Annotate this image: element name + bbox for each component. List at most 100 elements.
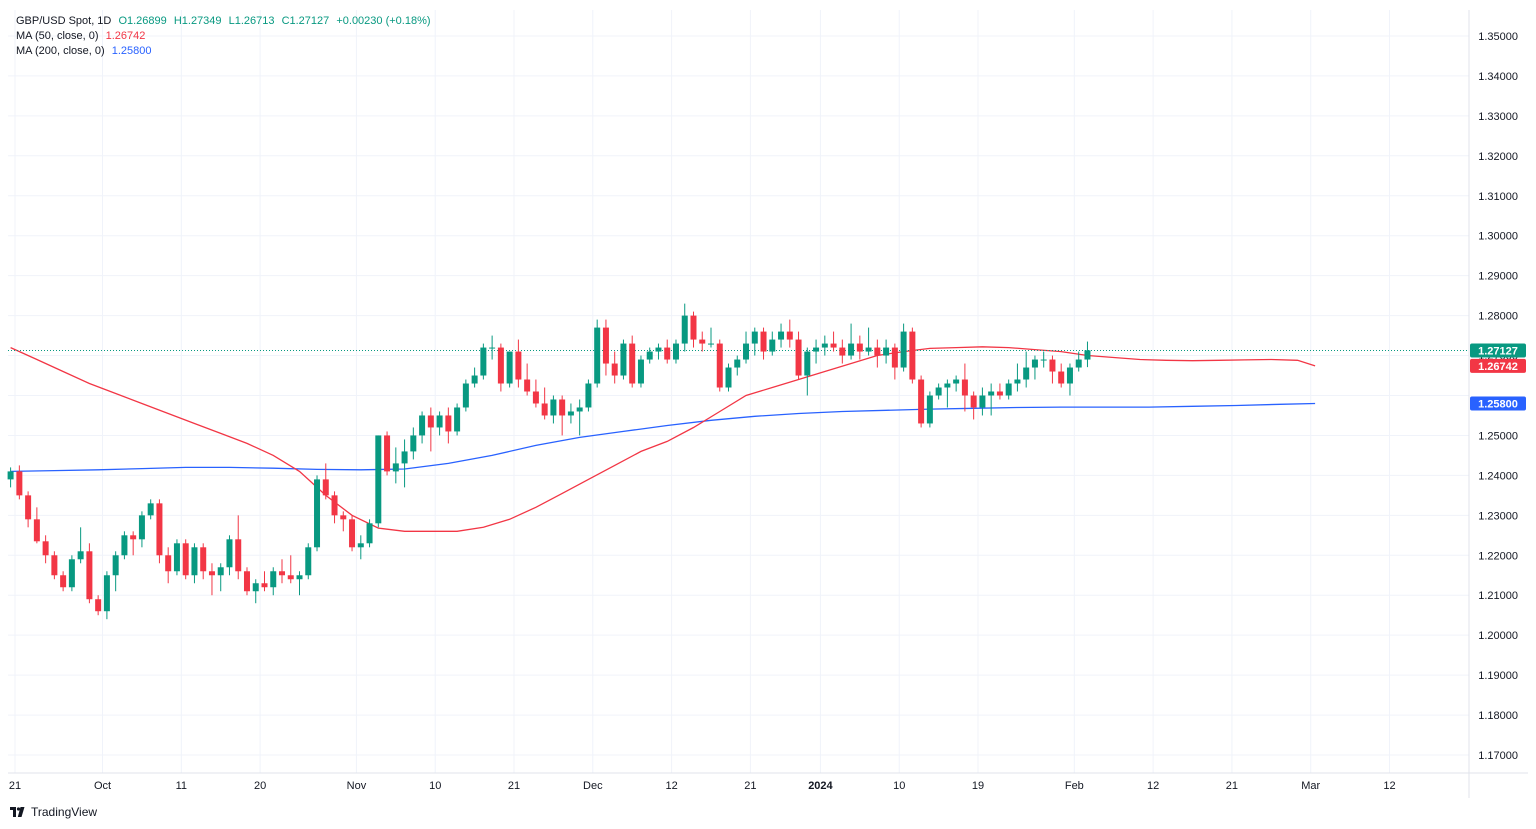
candle bbox=[454, 403, 461, 436]
candle-body bbox=[620, 343, 627, 376]
y-tick-label: 1.24000 bbox=[1478, 470, 1518, 482]
tradingview-brand[interactable]: TradingView bbox=[10, 805, 97, 819]
candle bbox=[305, 543, 312, 580]
x-tick-label: 21 bbox=[508, 780, 520, 792]
candle bbox=[996, 383, 1003, 400]
candle bbox=[602, 319, 609, 376]
candle-body bbox=[287, 575, 294, 580]
candle bbox=[751, 327, 758, 356]
candle bbox=[699, 331, 706, 352]
candles bbox=[7, 303, 1091, 620]
time-axis[interactable]: 21 Oct 11 20 Nov 10 21 Dec 12 21 2024 10 19 Feb 12 21 Ma… bbox=[9, 780, 1396, 792]
candle-body bbox=[480, 347, 487, 376]
x-tick-label: Dec bbox=[583, 780, 603, 792]
candle-body bbox=[68, 559, 75, 588]
candle-body bbox=[489, 347, 496, 349]
candle bbox=[795, 331, 802, 380]
candle bbox=[60, 571, 67, 592]
candle bbox=[112, 551, 119, 592]
candle bbox=[725, 363, 732, 392]
candle bbox=[1023, 351, 1030, 388]
candle bbox=[620, 339, 627, 380]
candle bbox=[322, 463, 329, 500]
candle-body bbox=[445, 415, 452, 432]
candle-body bbox=[471, 375, 478, 384]
candle bbox=[1049, 355, 1056, 384]
badge-last: 1.27127 bbox=[1470, 343, 1526, 358]
candle-body bbox=[1031, 359, 1038, 368]
candle bbox=[489, 335, 496, 360]
candle bbox=[410, 427, 417, 460]
candle bbox=[182, 539, 189, 580]
badge-ma50-bg bbox=[1470, 358, 1526, 373]
y-tick-label: 1.30000 bbox=[1478, 231, 1518, 243]
candle-body bbox=[865, 347, 872, 352]
candle-body bbox=[366, 523, 373, 544]
candle bbox=[813, 339, 820, 364]
candle bbox=[200, 543, 207, 580]
x-tick-label: Nov bbox=[347, 780, 367, 792]
candle-body bbox=[725, 367, 732, 388]
candle-body bbox=[856, 343, 863, 352]
candle bbox=[926, 391, 933, 428]
candle bbox=[392, 447, 399, 484]
candle-body bbox=[1023, 367, 1030, 380]
candle bbox=[856, 335, 863, 360]
candle bbox=[462, 379, 469, 412]
candle bbox=[427, 407, 434, 452]
candle bbox=[25, 491, 32, 528]
candle bbox=[681, 303, 688, 352]
candle bbox=[646, 347, 653, 364]
y-tick-label: 1.31000 bbox=[1478, 191, 1518, 203]
candle-body bbox=[637, 359, 644, 384]
x-tick-label: Mar bbox=[1301, 780, 1320, 792]
candle-body bbox=[585, 383, 592, 408]
candle bbox=[51, 551, 58, 580]
candle-body bbox=[1058, 371, 1065, 384]
y-tick-label: 1.34000 bbox=[1478, 71, 1518, 83]
candle-body bbox=[944, 383, 951, 388]
candle-body bbox=[594, 327, 601, 384]
x-tick-label: 2024 bbox=[808, 780, 833, 792]
candle bbox=[786, 319, 793, 348]
candle-body bbox=[375, 435, 382, 524]
candle bbox=[541, 387, 548, 420]
candle bbox=[357, 535, 364, 560]
candle-body bbox=[112, 555, 119, 576]
candle-body bbox=[821, 343, 828, 348]
candle bbox=[769, 331, 776, 356]
candle-body bbox=[786, 331, 793, 340]
legend-ma50-row[interactable]: MA (50, close, 0) 1.26742 bbox=[16, 29, 435, 44]
candle bbox=[497, 343, 504, 392]
candle-body bbox=[86, 551, 93, 600]
legend-high: H1.27349 bbox=[173, 15, 222, 27]
candle bbox=[1040, 351, 1047, 368]
candle-body bbox=[813, 347, 820, 352]
legend-symbol-row[interactable]: GBP/USD Spot, 1D O1.26899 H1.27349 L1.26… bbox=[16, 14, 435, 29]
legend-ma200-label: MA (200, close, 0) bbox=[16, 45, 105, 57]
candle-body bbox=[436, 415, 443, 428]
candle-body bbox=[16, 471, 23, 496]
candle bbox=[944, 379, 951, 408]
candle bbox=[419, 411, 426, 444]
candle bbox=[296, 571, 303, 596]
candle bbox=[594, 319, 601, 388]
candle bbox=[524, 363, 531, 396]
candle bbox=[366, 519, 373, 548]
candle bbox=[1031, 355, 1038, 380]
badge-ma50-text: 1.26742 bbox=[1478, 361, 1518, 373]
candle-body bbox=[681, 315, 688, 344]
candle bbox=[1084, 341, 1091, 368]
y-tick-label: 1.18000 bbox=[1478, 710, 1518, 722]
candle bbox=[208, 563, 215, 596]
candle-body bbox=[506, 351, 513, 384]
candle bbox=[830, 331, 837, 352]
candle bbox=[778, 323, 785, 348]
legend-ma200-row[interactable]: MA (200, close, 0) 1.25800 bbox=[16, 44, 435, 59]
candle bbox=[909, 327, 916, 384]
candle-body bbox=[226, 539, 233, 568]
candle bbox=[173, 539, 180, 576]
candle-body bbox=[541, 403, 548, 416]
candle-body bbox=[33, 519, 40, 542]
